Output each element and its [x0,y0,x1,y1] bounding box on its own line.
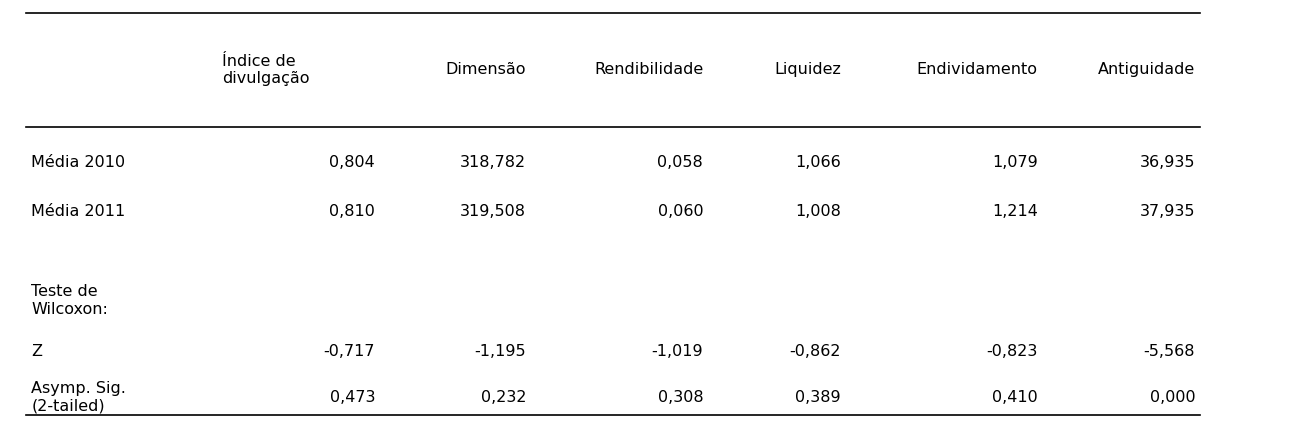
Text: -0,717: -0,717 [324,343,375,359]
Text: -1,195: -1,195 [475,343,526,359]
Text: 0,308: 0,308 [657,390,703,405]
Text: Média 2011: Média 2011 [31,204,126,219]
Text: Teste de
Wilcoxon:: Teste de Wilcoxon: [31,284,109,316]
Text: 1,066: 1,066 [795,155,841,170]
Text: 318,782: 318,782 [461,155,526,170]
Text: 0,000: 0,000 [1149,390,1195,405]
Text: 319,508: 319,508 [461,204,526,219]
Text: 1,008: 1,008 [795,204,841,219]
Text: Liquidez: Liquidez [774,62,841,77]
Text: 36,935: 36,935 [1140,155,1195,170]
Text: 1,214: 1,214 [992,204,1038,219]
Text: Média 2010: Média 2010 [31,155,126,170]
Text: Índice de
divulgação: Índice de divulgação [222,54,310,86]
Text: -5,568: -5,568 [1144,343,1195,359]
Text: 0,473: 0,473 [329,390,375,405]
Text: 0,058: 0,058 [657,155,703,170]
Text: 0,810: 0,810 [329,204,375,219]
Text: 0,804: 0,804 [329,155,375,170]
Text: -1,019: -1,019 [652,343,703,359]
Text: Rendibilidade: Rendibilidade [594,62,703,77]
Text: 0,060: 0,060 [657,204,703,219]
Text: Antiguidade: Antiguidade [1098,62,1195,77]
Text: Asymp. Sig.
(2-tailed): Asymp. Sig. (2-tailed) [31,382,126,414]
Text: -0,862: -0,862 [790,343,841,359]
Text: 0,232: 0,232 [480,390,526,405]
Text: 37,935: 37,935 [1140,204,1195,219]
Text: 1,079: 1,079 [992,155,1038,170]
Text: 0,389: 0,389 [795,390,841,405]
Text: Z: Z [31,343,42,359]
Text: Dimensão: Dimensão [446,62,526,77]
Text: Endividamento: Endividamento [917,62,1038,77]
Text: 0,410: 0,410 [992,390,1038,405]
Text: -0,823: -0,823 [987,343,1038,359]
